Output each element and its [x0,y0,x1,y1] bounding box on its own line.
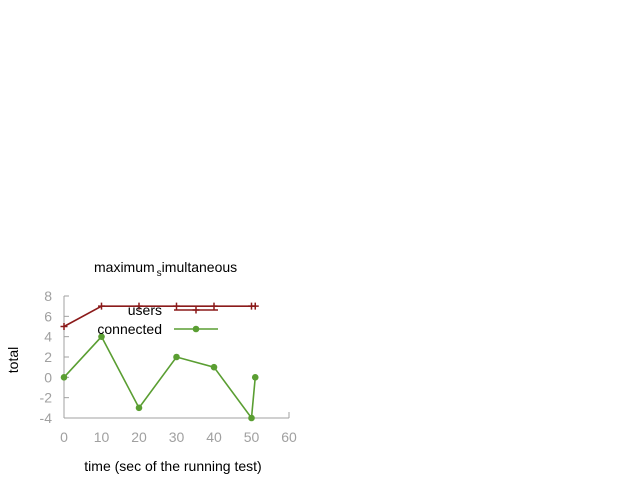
users-point [210,302,218,310]
connected-point [251,374,259,381]
y-tick-label: 6 [44,308,52,324]
x-axis-label: time (sec of the running test) [84,458,261,474]
users-series [60,302,259,330]
users-point [251,302,259,310]
connected-series [60,333,259,422]
series-layer [60,302,259,422]
y-ticks: -4 -2 0 2 4 6 8 [40,288,69,426]
x-tick-label: 0 [60,429,68,445]
x-tick-label: 10 [94,429,110,445]
connected-line [63,335,257,421]
connected-point [98,333,105,340]
x-tick-label: 50 [244,429,260,445]
x-tick-label: 60 [281,429,297,445]
chart-title-rest: imultaneous [162,259,238,275]
y-tick-label: 8 [44,288,52,304]
y-tick-label: -4 [40,410,53,426]
connected-point [210,363,218,371]
users-point [98,302,105,310]
connected-point [192,325,200,333]
y-tick-label: -2 [40,390,53,406]
legend-label-connected: connected [97,321,162,337]
y-tick-label: 2 [44,349,52,365]
chart-title: maximum simultaneous [94,259,237,279]
connected-point [173,353,180,361]
legend: users connected [97,302,218,337]
connected-point [135,404,143,412]
y-axis-label: total [5,347,21,373]
x-tick-label: 20 [131,429,147,445]
y-tick-label: 4 [44,329,52,345]
chart-title-main: maximum [94,259,155,275]
x-tick-label: 30 [169,429,185,445]
y-tick-label: 0 [44,369,52,385]
x-tick-label: 40 [206,429,222,445]
users-point [173,302,180,310]
users-point [135,302,143,310]
users-point [192,306,200,314]
x-ticks: 0 10 20 30 40 50 60 [60,429,297,445]
connected-point [60,374,68,381]
chart-title-subscript: s [157,268,162,279]
connected-point [248,414,255,422]
legend-label-users: users [128,302,162,318]
users-point [60,323,68,330]
